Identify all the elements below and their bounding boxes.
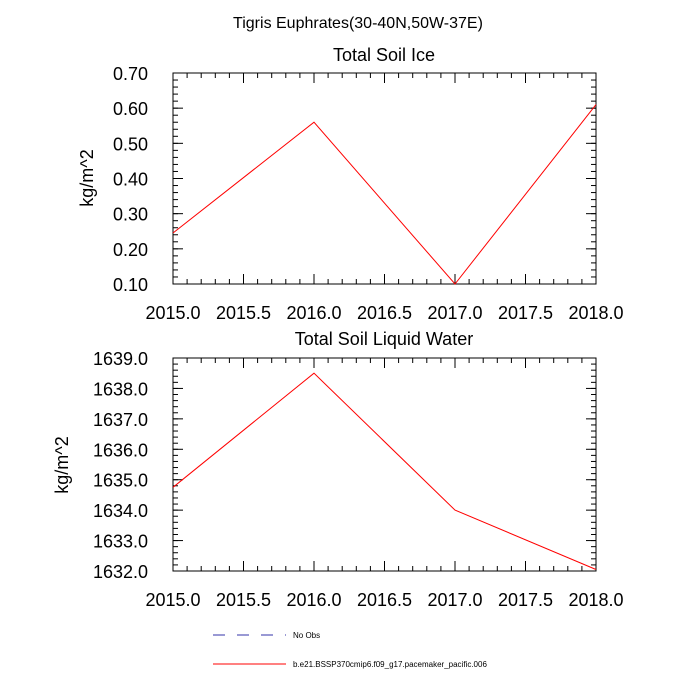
y-tick-label: 0.50	[113, 134, 148, 154]
legend-label: b.e21.BSSP370cmip6.f09_g17.pacemaker_pac…	[293, 660, 487, 669]
x-tick-label: 2016.0	[286, 590, 341, 610]
x-tick-label: 2016.5	[357, 590, 412, 610]
panel-title: Total Soil Liquid Water	[295, 329, 473, 349]
x-tick-label: 2018.0	[568, 303, 623, 323]
y-tick-label: 0.20	[113, 240, 148, 260]
x-tick-label: 2016.0	[286, 303, 341, 323]
y-tick-label: 1638.0	[93, 379, 148, 399]
y-axis-label: kg/m^2	[77, 149, 97, 206]
y-tick-label: 1636.0	[93, 440, 148, 460]
panel-total-soil-liquid-water: Total Soil Liquid Water kg/m^2 2015.0 201…	[52, 329, 624, 610]
y-axis-label: kg/m^2	[52, 436, 72, 493]
y-tick-label: 1635.0	[93, 471, 148, 491]
y-tick-label: 1632.0	[93, 562, 148, 582]
y-tick-label: 0.70	[113, 64, 148, 84]
x-tick-label: 2015.0	[145, 590, 200, 610]
y-tick-label: 1639.0	[93, 349, 148, 369]
legend: No Obs b.e21.BSSP370cmip6.f09_g17.pacema…	[213, 631, 487, 669]
x-tick-label: 2017.5	[498, 303, 553, 323]
series-line	[172, 104, 597, 285]
x-tick-label: 2015.5	[216, 303, 271, 323]
x-tick-label: 2015.5	[216, 590, 271, 610]
panel-title: Total Soil Ice	[333, 45, 435, 65]
x-tick-label: 2017.0	[427, 590, 482, 610]
legend-entry-model: b.e21.BSSP370cmip6.f09_g17.pacemaker_pac…	[213, 660, 487, 669]
y-tick-label: 0.30	[113, 205, 148, 225]
x-tick-label: 2018.0	[568, 590, 623, 610]
figure-title: Tigris Euphrates(30-40N,50W-37E)	[233, 15, 483, 32]
x-tick-label: 2017.5	[498, 590, 553, 610]
plot-frame	[172, 72, 597, 285]
x-tick-label: 2015.0	[145, 303, 200, 323]
legend-entry-no-obs: No Obs	[213, 631, 320, 640]
y-tick-label: 0.40	[113, 170, 148, 190]
legend-label: No Obs	[293, 631, 320, 640]
y-tick-label: 1634.0	[93, 501, 148, 521]
y-tick-label: 0.60	[113, 99, 148, 119]
y-tick-label: 1633.0	[93, 532, 148, 552]
y-tick-label: 0.10	[113, 275, 148, 295]
y-tick-label: 1637.0	[93, 410, 148, 430]
x-tick-label: 2016.5	[357, 303, 412, 323]
series-line	[172, 372, 597, 570]
x-tick-label: 2017.0	[427, 303, 482, 323]
plot-frame	[172, 357, 597, 572]
panel-total-soil-ice: Total Soil Ice kg/m^2 2015.0 2015.5 2016.0…	[77, 45, 624, 323]
